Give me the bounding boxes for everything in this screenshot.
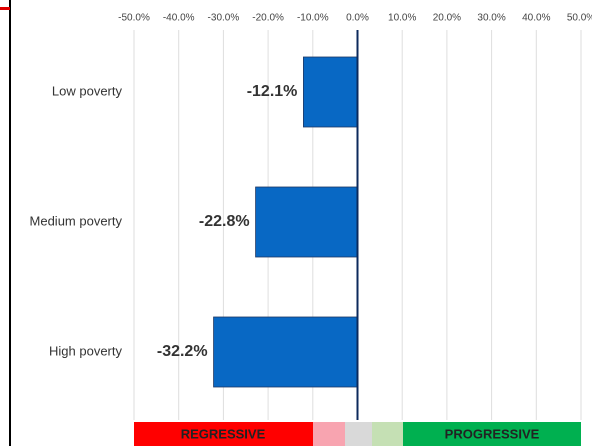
x-tick-label: -40.0% (163, 13, 195, 24)
x-tick-label: 50.0% (567, 13, 592, 24)
x-tick-label: 0.0% (346, 13, 369, 24)
band-label: PROGRESSIVE (445, 426, 540, 441)
bar (255, 186, 358, 258)
x-tick-label: -20.0% (252, 13, 284, 24)
data-label: -32.2% (157, 343, 208, 360)
x-tick-label: 20.0% (433, 13, 461, 24)
data-label: -22.8% (199, 213, 250, 230)
band-progressive (403, 422, 581, 446)
y-tick-label: Low poverty (52, 83, 123, 98)
corner-mark (0, 7, 10, 10)
x-tick-label: -10.0% (297, 13, 329, 24)
band-regressive (134, 422, 313, 446)
scale-band: REGRESSIVE PROGRESSIVE (134, 422, 581, 446)
band-slightly-progressive (372, 422, 403, 446)
band-slightly-regressive (313, 422, 345, 446)
y-tick-label: High poverty (49, 343, 122, 358)
y-tick-label: Medium poverty (30, 213, 123, 228)
x-tick-label: 30.0% (477, 13, 505, 24)
data-label: -12.1% (247, 83, 298, 100)
x-tick-label: -50.0% (118, 13, 150, 24)
band-neutral (345, 422, 372, 446)
x-tick-label: 10.0% (388, 13, 416, 24)
x-tick-label: -30.0% (208, 13, 240, 24)
bar (213, 316, 358, 388)
x-tick-label: 40.0% (522, 13, 550, 24)
band-label: REGRESSIVE (181, 426, 266, 441)
bar (303, 56, 358, 128)
